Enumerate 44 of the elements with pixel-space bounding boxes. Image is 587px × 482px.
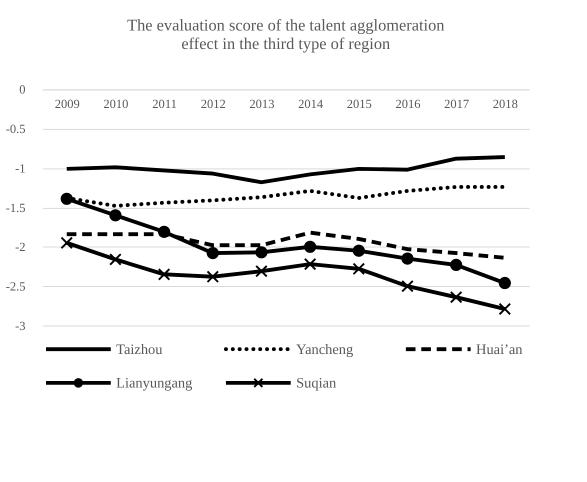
y-tick-label: -2.5 <box>6 280 26 294</box>
x-tick-label: 2014 <box>298 97 324 112</box>
x-tick-label: 2011 <box>152 97 177 112</box>
y-tick-label: -1.5 <box>6 200 26 215</box>
x-tick-label: 2010 <box>103 97 128 112</box>
point <box>60 236 73 250</box>
point <box>401 280 414 292</box>
point <box>109 209 122 222</box>
legend-label: Taizhou <box>116 342 162 358</box>
x-tick-label: 2009 <box>54 97 80 112</box>
chart-title: The evaluation score of the talent agglomeration effect in the third type of region <box>127 16 444 53</box>
y-tick-label: -3 <box>15 318 26 333</box>
legend-label: Huai’an <box>476 342 523 358</box>
point <box>255 264 268 278</box>
y-tick-label: 0 <box>19 82 26 97</box>
x-tick-label: 2013 <box>249 97 274 112</box>
point <box>401 252 414 265</box>
point <box>158 226 170 238</box>
y-tick-label: -2 <box>15 240 26 254</box>
point <box>158 268 170 281</box>
x-tick-label: 2012 <box>200 97 226 112</box>
point <box>498 276 511 290</box>
x-tick-label: 2015 <box>346 97 372 112</box>
legend-label: Lianyungang <box>116 376 192 392</box>
point <box>498 302 512 316</box>
y-tick-label: -0.5 <box>6 122 26 136</box>
point <box>352 244 365 257</box>
line-series <box>64 155 507 184</box>
point <box>304 258 316 270</box>
y-tick-label: -1 <box>15 161 26 176</box>
point <box>206 270 220 283</box>
legend-label: Yancheng <box>296 342 354 358</box>
point <box>60 192 73 205</box>
point <box>255 246 268 258</box>
point <box>450 258 462 271</box>
point <box>206 247 219 260</box>
x-tick-label: 2016 <box>395 97 420 112</box>
point <box>450 290 462 304</box>
point <box>304 240 316 253</box>
x-tick-label: 2018 <box>492 97 518 112</box>
point <box>109 253 122 266</box>
legend-label: Suqian <box>296 376 336 392</box>
x-tick-label: 2017 <box>444 97 470 112</box>
point <box>352 262 366 276</box>
